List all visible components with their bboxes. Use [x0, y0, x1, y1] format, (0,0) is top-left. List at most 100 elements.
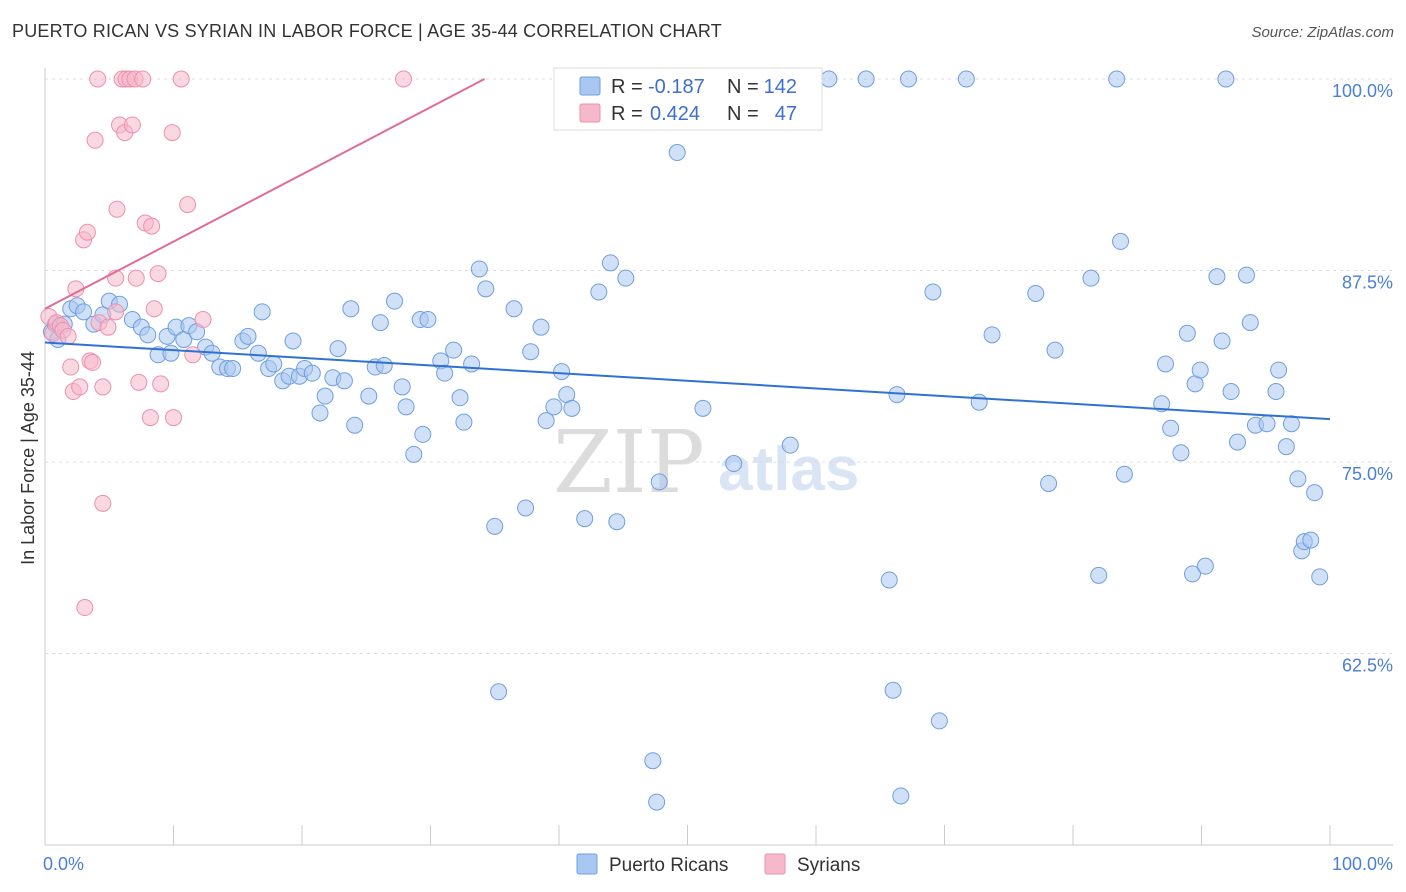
point-puerto-rican-127 [1258, 415, 1276, 433]
point-puerto-rican-132 [1289, 470, 1307, 488]
point-puerto-rican-125 [1241, 314, 1259, 332]
point-puerto-rican-129 [1270, 361, 1288, 379]
point-puerto-rican-136 [1306, 484, 1324, 502]
point-puerto-rican-92 [880, 571, 898, 589]
point-puerto-rican-122 [1222, 383, 1240, 401]
x-tick-label-0: 0.0% [43, 854, 84, 874]
point-puerto-rican-91 [857, 70, 875, 88]
point-puerto-rican-93 [884, 681, 902, 699]
point-syrian-39 [152, 375, 170, 393]
y-tick-label-3: 100.0% [1332, 81, 1393, 101]
point-puerto-rican-68 [522, 343, 540, 361]
point-puerto-rican-28 [249, 344, 267, 362]
point-puerto-rican-118 [1196, 557, 1214, 575]
point-puerto-rican-52 [405, 445, 423, 463]
point-puerto-rican-135 [1302, 531, 1320, 549]
series-legend-label-puerto-ricans: Puerto Ricans [609, 855, 728, 876]
point-puerto-rican-43 [342, 300, 360, 318]
point-puerto-rican-106 [1090, 566, 1108, 584]
point-syrian-15 [86, 131, 104, 149]
point-syrian-44 [184, 346, 202, 364]
point-puerto-rican-74 [563, 399, 581, 417]
point-puerto-rican-98 [930, 712, 948, 730]
point-puerto-rican-13 [139, 326, 157, 344]
trend-line-puerto-ricans [44, 341, 1331, 421]
point-syrian-45 [194, 311, 212, 329]
legend-n-value-1: 47 [775, 103, 797, 125]
point-syrian-20 [99, 318, 117, 336]
point-syrian-31 [127, 269, 145, 287]
point-puerto-rican-69 [532, 318, 550, 336]
point-syrian-36 [143, 217, 161, 235]
point-puerto-rican-105 [1082, 269, 1100, 287]
point-syrian-33 [134, 70, 152, 88]
point-puerto-rican-41 [329, 340, 347, 358]
point-puerto-rican-124 [1237, 266, 1255, 284]
point-puerto-rican-123 [1228, 433, 1246, 451]
tick-labels: 62.5% 75.0% 87.5% 100.0% 0.0% 100.0% [43, 81, 1393, 874]
point-puerto-rican-137 [1311, 568, 1329, 586]
point-syrian-16 [89, 70, 107, 88]
point-puerto-rican-104 [1046, 341, 1064, 359]
point-puerto-rican-87 [725, 455, 743, 473]
point-puerto-rican-78 [601, 254, 619, 272]
legend-n-value-0: 142 [764, 76, 797, 98]
legend-r-value-1: 0.424 [650, 103, 700, 125]
legend-r-value-0: -0.187 [648, 76, 705, 98]
point-syrian-5 [59, 327, 77, 345]
point-puerto-rican-77 [608, 513, 626, 531]
point-puerto-rican-119 [1208, 268, 1226, 286]
point-puerto-rican-111 [1157, 355, 1175, 373]
point-puerto-rican-109 [1115, 465, 1133, 483]
point-puerto-rican-47 [375, 356, 393, 374]
point-puerto-rican-29 [253, 303, 271, 321]
point-syrian-40 [163, 124, 181, 142]
point-syrian-9 [71, 378, 89, 396]
axes [44, 68, 1393, 846]
legend-n-label-1: N = [727, 103, 759, 125]
point-puerto-rican-57 [436, 364, 454, 382]
point-syrian-32 [130, 373, 148, 391]
point-puerto-rican-83 [650, 473, 668, 491]
point-puerto-rican-130 [1277, 438, 1295, 456]
point-puerto-rican-59 [451, 389, 469, 407]
point-puerto-rican-27 [239, 327, 257, 345]
point-puerto-rican-103 [1040, 474, 1058, 492]
point-puerto-rican-38 [311, 404, 329, 422]
point-puerto-rican-58 [445, 341, 463, 359]
point-puerto-rican-61 [463, 355, 481, 373]
stats-legend: R = -0.187 N = 142 R = 0.424 N = 47 [553, 67, 823, 131]
point-syrian-6 [62, 358, 80, 376]
point-puerto-rican-102 [1027, 284, 1045, 302]
point-puerto-rican-49 [386, 292, 404, 310]
point-puerto-rican-86 [694, 399, 712, 417]
point-puerto-rican-16 [162, 344, 180, 362]
point-puerto-rican-50 [393, 378, 411, 396]
point-puerto-rican-89 [781, 436, 799, 454]
point-syrian-35 [141, 409, 159, 427]
series-legend: Puerto Ricans Syrians [576, 853, 860, 876]
point-syrian-14 [84, 353, 102, 371]
point-syrian-12 [78, 223, 96, 241]
point-puerto-rican-76 [590, 283, 608, 301]
point-puerto-rican-107 [1108, 70, 1126, 88]
point-puerto-rican-113 [1172, 444, 1190, 462]
point-puerto-rican-34 [284, 332, 302, 350]
point-puerto-rican-45 [360, 387, 378, 405]
point-puerto-rican-66 [505, 300, 523, 318]
point-puerto-rican-65 [490, 683, 508, 701]
point-syrian-38 [149, 265, 167, 283]
point-syrian-41 [165, 409, 182, 427]
point-puerto-rican-44 [346, 416, 364, 434]
point-puerto-rican-48 [371, 314, 389, 332]
point-puerto-rican-85 [668, 144, 686, 162]
x-tick-label-1: 100.0% [1332, 854, 1393, 874]
trend-line-syrians [44, 78, 485, 310]
point-puerto-rican-117 [1191, 361, 1209, 379]
point-puerto-rican-81 [644, 752, 662, 770]
point-puerto-rican-39 [316, 387, 334, 405]
point-puerto-rican-62 [470, 260, 488, 278]
point-puerto-rican-60 [455, 413, 473, 431]
y-tick-label-1: 75.0% [1342, 464, 1393, 484]
